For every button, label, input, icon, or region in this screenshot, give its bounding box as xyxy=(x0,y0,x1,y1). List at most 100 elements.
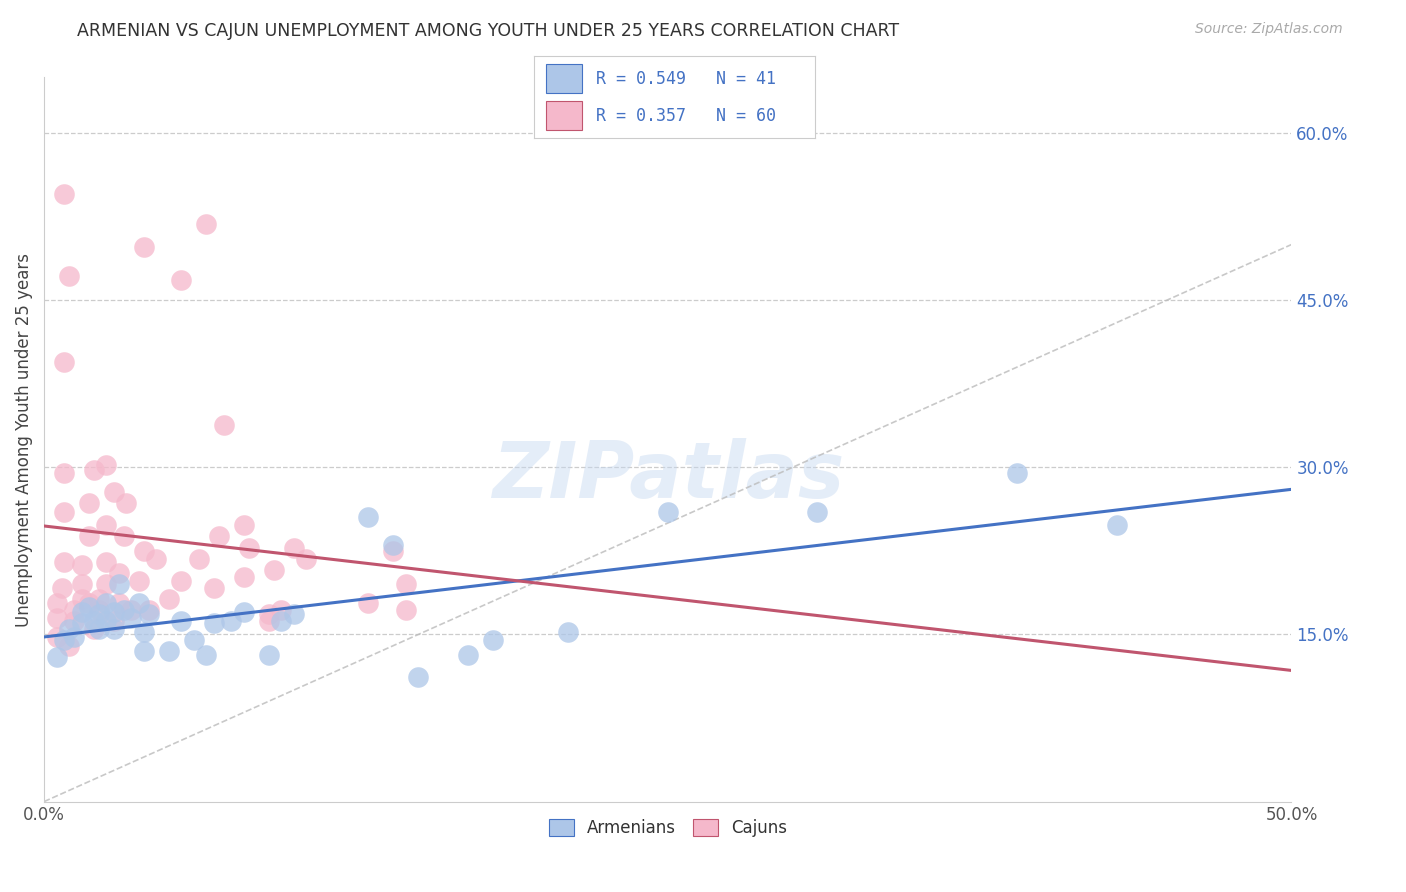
Point xyxy=(157,644,180,658)
Point xyxy=(187,551,209,566)
Point xyxy=(357,510,380,524)
Point xyxy=(557,625,579,640)
Point xyxy=(112,529,135,543)
Point xyxy=(457,648,479,662)
Point xyxy=(45,611,67,625)
Point xyxy=(128,574,150,588)
Point xyxy=(257,607,280,622)
Point xyxy=(195,218,218,232)
Point xyxy=(70,577,93,591)
Point xyxy=(103,622,125,636)
Point xyxy=(63,630,86,644)
Point xyxy=(395,577,418,591)
Point xyxy=(806,505,828,519)
Point xyxy=(132,625,155,640)
Point xyxy=(202,581,225,595)
Point xyxy=(270,614,292,628)
Y-axis label: Unemployment Among Youth under 25 years: Unemployment Among Youth under 25 years xyxy=(15,252,32,626)
Point xyxy=(87,607,110,622)
Point xyxy=(103,605,125,619)
Point xyxy=(103,614,125,628)
Point xyxy=(132,240,155,254)
Point xyxy=(53,466,76,480)
Point xyxy=(1005,466,1028,480)
Point xyxy=(87,603,110,617)
Point xyxy=(63,614,86,628)
Point xyxy=(58,639,80,653)
Point xyxy=(96,458,118,472)
Bar xyxy=(546,64,582,93)
Point xyxy=(408,670,430,684)
Point xyxy=(83,614,105,628)
Point xyxy=(108,596,131,610)
Point xyxy=(263,563,285,577)
Point xyxy=(45,630,67,644)
Point xyxy=(657,505,679,519)
Text: R = 0.549   N = 41: R = 0.549 N = 41 xyxy=(596,70,776,87)
Point xyxy=(212,417,235,432)
Point xyxy=(103,484,125,499)
Point xyxy=(53,633,76,648)
Point xyxy=(58,268,80,283)
Point xyxy=(70,591,93,606)
Text: ZIPatlas: ZIPatlas xyxy=(492,438,844,514)
Point xyxy=(112,603,135,617)
Point xyxy=(51,581,73,595)
Point xyxy=(257,648,280,662)
Point xyxy=(208,529,231,543)
Point xyxy=(138,603,160,617)
Point xyxy=(382,544,405,558)
Point xyxy=(58,622,80,636)
Legend: Armenians, Cajuns: Armenians, Cajuns xyxy=(541,813,793,844)
Point xyxy=(257,614,280,628)
Text: Source: ZipAtlas.com: Source: ZipAtlas.com xyxy=(1195,22,1343,37)
Point xyxy=(45,649,67,664)
Point xyxy=(53,555,76,569)
Point xyxy=(219,614,242,628)
Point xyxy=(96,518,118,533)
Point xyxy=(157,591,180,606)
Point xyxy=(45,596,67,610)
Point xyxy=(232,518,254,533)
Point xyxy=(63,603,86,617)
Point xyxy=(295,551,318,566)
Point xyxy=(170,273,193,287)
Point xyxy=(77,596,100,610)
Point xyxy=(145,551,167,566)
Point xyxy=(170,574,193,588)
Point xyxy=(232,605,254,619)
Point xyxy=(283,607,305,622)
Point xyxy=(96,596,118,610)
Point xyxy=(87,622,110,636)
Bar xyxy=(546,102,582,130)
Point xyxy=(482,633,505,648)
Point xyxy=(77,496,100,510)
Point xyxy=(96,614,118,628)
Point xyxy=(120,611,142,625)
Point xyxy=(232,569,254,583)
Point xyxy=(96,577,118,591)
Point xyxy=(83,622,105,636)
Point xyxy=(108,566,131,581)
Text: R = 0.357   N = 60: R = 0.357 N = 60 xyxy=(596,107,776,125)
Point xyxy=(132,644,155,658)
Point xyxy=(270,603,292,617)
Point xyxy=(195,648,218,662)
Point xyxy=(170,614,193,628)
Point xyxy=(183,633,205,648)
Point xyxy=(96,555,118,569)
Point xyxy=(77,599,100,614)
Point xyxy=(87,591,110,606)
Point xyxy=(70,616,93,631)
Point xyxy=(382,538,405,552)
Point xyxy=(238,541,260,555)
Text: ARMENIAN VS CAJUN UNEMPLOYMENT AMONG YOUTH UNDER 25 YEARS CORRELATION CHART: ARMENIAN VS CAJUN UNEMPLOYMENT AMONG YOU… xyxy=(77,22,900,40)
Point xyxy=(108,577,131,591)
Point xyxy=(132,544,155,558)
Point xyxy=(53,505,76,519)
Point xyxy=(283,541,305,555)
Point xyxy=(357,596,380,610)
Point xyxy=(53,187,76,202)
Point xyxy=(77,529,100,543)
Point xyxy=(70,558,93,573)
